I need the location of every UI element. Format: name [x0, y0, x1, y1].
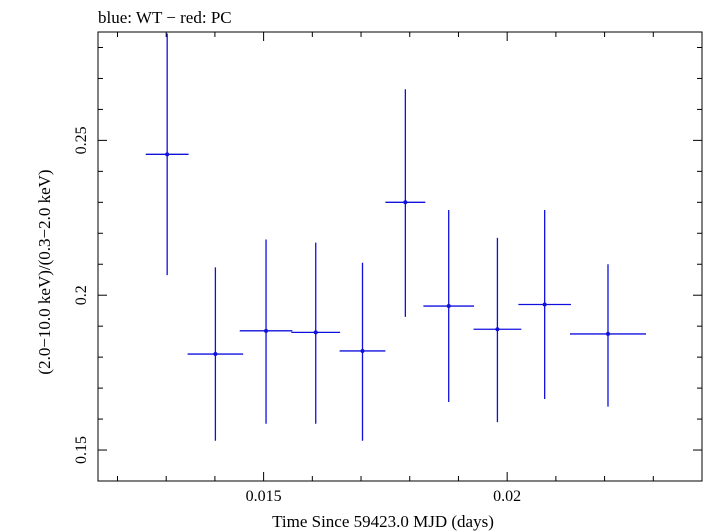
x-tick-label: 0.015	[246, 488, 282, 505]
data-marker	[360, 348, 365, 353]
plot-frame	[97, 31, 703, 482]
data-series	[145, 33, 646, 441]
data-marker	[264, 328, 269, 333]
data-point	[145, 33, 189, 276]
data-point	[291, 242, 341, 424]
data-marker	[403, 200, 408, 205]
data-point	[518, 210, 571, 399]
data-marker	[605, 331, 610, 336]
data-marker	[313, 330, 318, 335]
data-marker	[446, 304, 451, 309]
x-axis-label: Time Since 59423.0 MJD (days)	[272, 512, 494, 531]
data-marker	[542, 302, 547, 307]
y-tick-label: 0.25	[73, 126, 90, 154]
data-point	[423, 210, 475, 403]
chart-title: blue: WT − red: PC	[98, 8, 232, 27]
data-point	[385, 89, 426, 317]
y-axis-label: (2.0−10.0 keV)/(0.3−2.0 keV)	[35, 169, 54, 374]
data-point	[339, 262, 386, 441]
data-point	[473, 237, 522, 423]
data-point	[187, 267, 244, 441]
data-point	[239, 239, 293, 424]
axis-ticks	[98, 32, 703, 481]
data-marker	[165, 152, 170, 157]
data-marker	[213, 352, 218, 357]
y-tick-label: 0.15	[73, 436, 90, 464]
y-tick-label: 0.2	[73, 285, 90, 305]
axis-tick-labels: 0.015 0.02 0.15 0.2 0.25	[73, 126, 521, 505]
x-tick-label: 0.02	[493, 488, 521, 505]
data-point	[569, 264, 646, 407]
data-marker	[495, 327, 500, 332]
